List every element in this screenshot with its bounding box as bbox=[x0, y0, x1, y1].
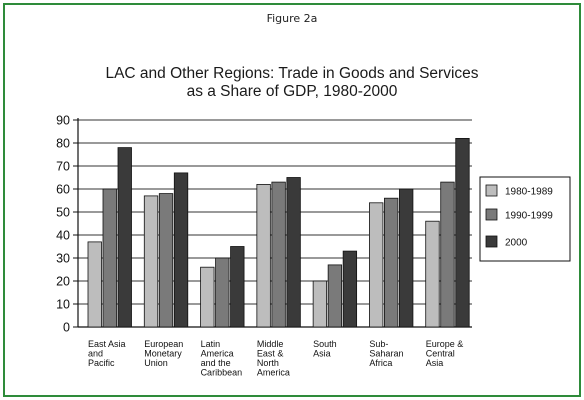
bar bbox=[369, 202, 384, 328]
category-label: Caribbean bbox=[201, 368, 243, 378]
category-label: and the bbox=[201, 358, 231, 368]
category-label: Asia bbox=[426, 358, 444, 368]
figure-frame: Figure 2a LAC and Other Regions: Trade i… bbox=[3, 3, 581, 397]
bar bbox=[384, 197, 399, 328]
legend-label: 1990-1999 bbox=[505, 211, 553, 222]
bar bbox=[271, 181, 286, 328]
bar bbox=[286, 177, 301, 328]
y-tick-label: 40 bbox=[56, 229, 70, 243]
y-tick-label: 20 bbox=[56, 275, 70, 289]
legend-swatch bbox=[485, 235, 498, 248]
bar bbox=[312, 280, 328, 328]
bar bbox=[425, 220, 440, 328]
category-label: America bbox=[257, 368, 290, 378]
category-label: Sub- bbox=[369, 339, 388, 349]
bar bbox=[440, 181, 455, 328]
category-label: Africa bbox=[369, 358, 392, 368]
category-label: Latin bbox=[201, 339, 221, 349]
category-label: Saharan bbox=[369, 349, 403, 359]
y-tick-label: 60 bbox=[56, 183, 70, 197]
category-label: Asia bbox=[313, 349, 331, 359]
bar bbox=[327, 264, 343, 328]
category-label: Monetary bbox=[144, 349, 182, 359]
bar bbox=[117, 147, 132, 328]
legend-label: 2000 bbox=[505, 238, 528, 249]
category-label: Union bbox=[144, 358, 168, 368]
figure-label: Figure 2a bbox=[266, 12, 318, 25]
category-label: and bbox=[88, 349, 103, 359]
bar bbox=[102, 188, 117, 328]
bar bbox=[158, 193, 174, 328]
y-tick-label: 70 bbox=[56, 160, 70, 174]
category-label: Europe & bbox=[426, 339, 464, 349]
category-label: Central bbox=[426, 349, 455, 359]
y-tick-label: 10 bbox=[56, 298, 70, 312]
y-tick-label: 0 bbox=[63, 321, 70, 335]
category-label: America bbox=[201, 349, 234, 359]
bar bbox=[256, 183, 271, 328]
category-label: Pacific bbox=[88, 358, 115, 368]
category-label: North bbox=[257, 358, 279, 368]
legend-label: 1980-1989 bbox=[505, 187, 553, 198]
category-label: East Asia bbox=[88, 339, 126, 349]
y-tick-label: 90 bbox=[56, 114, 70, 128]
chart-title-line-1: LAC and Other Regions: Trade in Goods an… bbox=[105, 65, 479, 82]
y-tick-label: 30 bbox=[56, 252, 70, 266]
category-label: European bbox=[144, 339, 183, 349]
bar bbox=[230, 246, 245, 328]
y-tick-label: 50 bbox=[56, 206, 70, 220]
category-label: South bbox=[313, 339, 337, 349]
bar bbox=[455, 137, 470, 328]
bar bbox=[173, 172, 189, 328]
bar bbox=[399, 188, 414, 328]
chart-title: LAC and Other Regions: Trade in Goods an… bbox=[5, 65, 579, 101]
bar bbox=[342, 250, 358, 328]
category-label: Middle bbox=[257, 339, 284, 349]
bar bbox=[215, 257, 230, 328]
chart-title-line-2: as a Share of GDP, 1980-2000 bbox=[186, 83, 398, 100]
y-tick-label: 80 bbox=[56, 137, 70, 151]
legend-swatch bbox=[485, 184, 498, 197]
legend-swatch bbox=[485, 208, 498, 221]
bar bbox=[200, 266, 215, 328]
category-label: East & bbox=[257, 349, 284, 359]
bar bbox=[143, 195, 159, 328]
bar bbox=[87, 241, 102, 328]
